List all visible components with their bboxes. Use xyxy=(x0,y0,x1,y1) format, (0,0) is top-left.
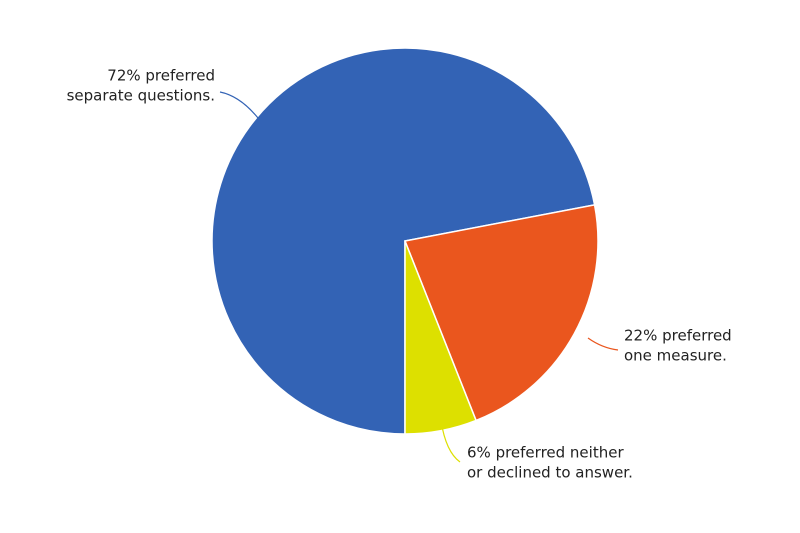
pie-slice xyxy=(211,47,596,435)
slice-label: 22% preferred xyxy=(624,327,732,345)
slice-label: 6% preferred neither xyxy=(467,444,624,462)
slice-label: separate questions. xyxy=(67,87,215,105)
slice-label: one measure. xyxy=(624,347,727,365)
pie-slice xyxy=(403,203,599,422)
leader-line xyxy=(587,337,619,351)
slice-label: 72% preferred xyxy=(107,67,215,85)
pie-slice xyxy=(404,240,478,435)
leader-line xyxy=(440,420,461,463)
leader-line xyxy=(219,91,259,119)
slice-label: or declined to answer. xyxy=(467,464,633,482)
